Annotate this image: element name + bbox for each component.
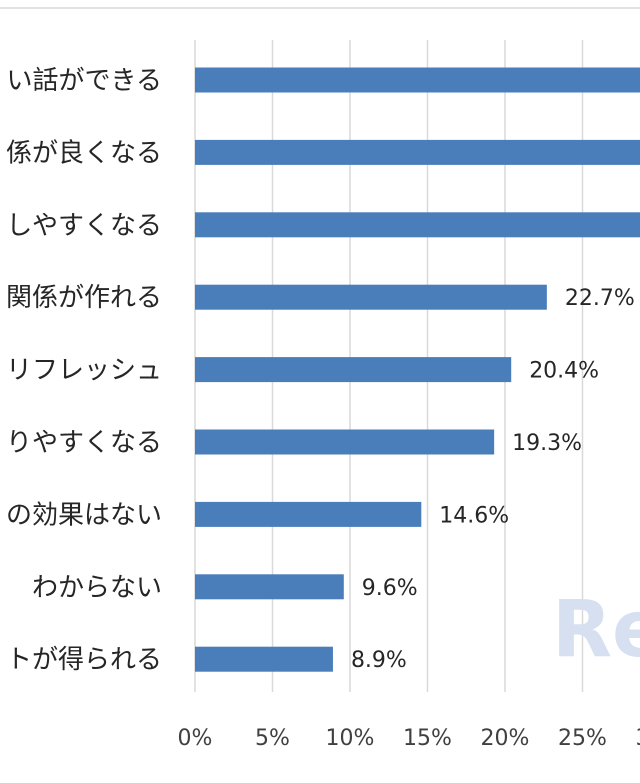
category-label: ・リフレッシュ: [0, 356, 162, 386]
category-label: トが得られる: [6, 645, 162, 675]
value-labels: 22.7% 20.4% 19.3% 14.6% 9.6% 8.9%: [351, 286, 635, 673]
watermark-text: Re: [552, 585, 640, 675]
x-tick-label: 15%: [403, 726, 452, 751]
category-label: 係が良くなる: [6, 138, 162, 168]
category-label: りやすくなる: [6, 428, 162, 458]
bar: [195, 357, 512, 383]
x-tick-label: 0%: [178, 726, 213, 751]
x-tick-label: 5%: [255, 726, 290, 751]
x-tick-label: 30%: [636, 726, 640, 751]
bar: [195, 139, 640, 165]
x-tick-label: 20%: [481, 726, 530, 751]
x-tick-label: 10%: [326, 726, 375, 751]
bar: [195, 574, 344, 600]
x-axis-ticks: 0% 5% 10% 15% 20% 25% 30%: [178, 726, 640, 751]
value-label: 20.4%: [529, 359, 599, 384]
value-label: 22.7%: [565, 286, 635, 311]
bar: [195, 646, 333, 672]
value-label: 9.6%: [362, 576, 418, 601]
category-label: の効果はない: [6, 500, 162, 530]
value-label: 19.3%: [512, 431, 582, 456]
bar: [195, 501, 422, 527]
bar: [195, 212, 640, 238]
x-tick-label: 25%: [558, 726, 607, 751]
bar: [195, 429, 495, 455]
category-label: い話ができる: [7, 66, 162, 96]
value-label: 8.9%: [351, 648, 407, 673]
category-labels: い話ができる係が良くなるしやすくなる関係が作れる・リフレッシュりやすくなるの効果…: [0, 66, 162, 675]
category-label: わからない: [32, 573, 162, 603]
category-label: しやすくなる: [6, 211, 162, 241]
category-label: 関係が作れる: [6, 283, 162, 313]
watermark: Re: [552, 585, 640, 675]
bar: [195, 284, 547, 310]
bar: [195, 67, 640, 93]
bars: [195, 67, 640, 672]
value-label: 14.6%: [439, 503, 509, 528]
